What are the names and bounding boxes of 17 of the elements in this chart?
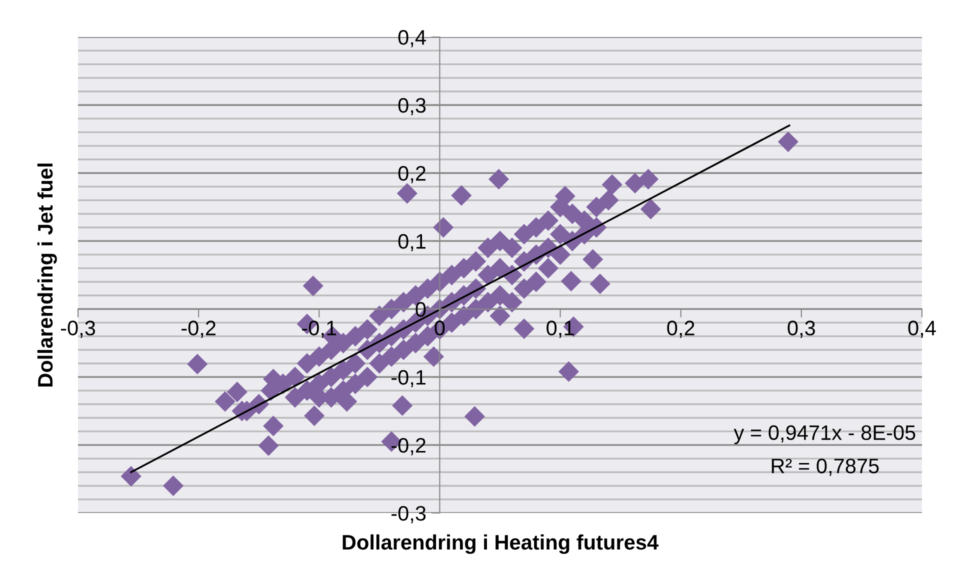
x-axis-title: Dollarendring i Heating futures4 [342,534,658,554]
y-tick-label: -0,1 [392,370,426,388]
x-tick-label: -0,2 [182,320,216,338]
x-tick-label: -0,3 [60,320,96,338]
x-tick-label: 0,4 [908,320,936,338]
x-tick-label: 0,3 [788,320,815,338]
annotation: R² = 0,7875 [772,458,879,476]
y-tick-label: 0 [416,302,426,317]
x-tick-label: 0 [434,320,445,336]
y-axis-title: Dollarendring i Jet fuel [37,164,57,386]
y-tick-label: 0,2 [398,166,426,184]
x-tick-label: 0,2 [667,320,694,338]
y-tick-label: 0,1 [398,234,426,252]
y-tick-label: 0,3 [398,98,426,116]
y-tick-label: 0,4 [398,30,426,48]
y-tick-label: -0,3 [392,506,426,524]
annotation: y = 0,9471x - 8E-05 [734,425,916,444]
